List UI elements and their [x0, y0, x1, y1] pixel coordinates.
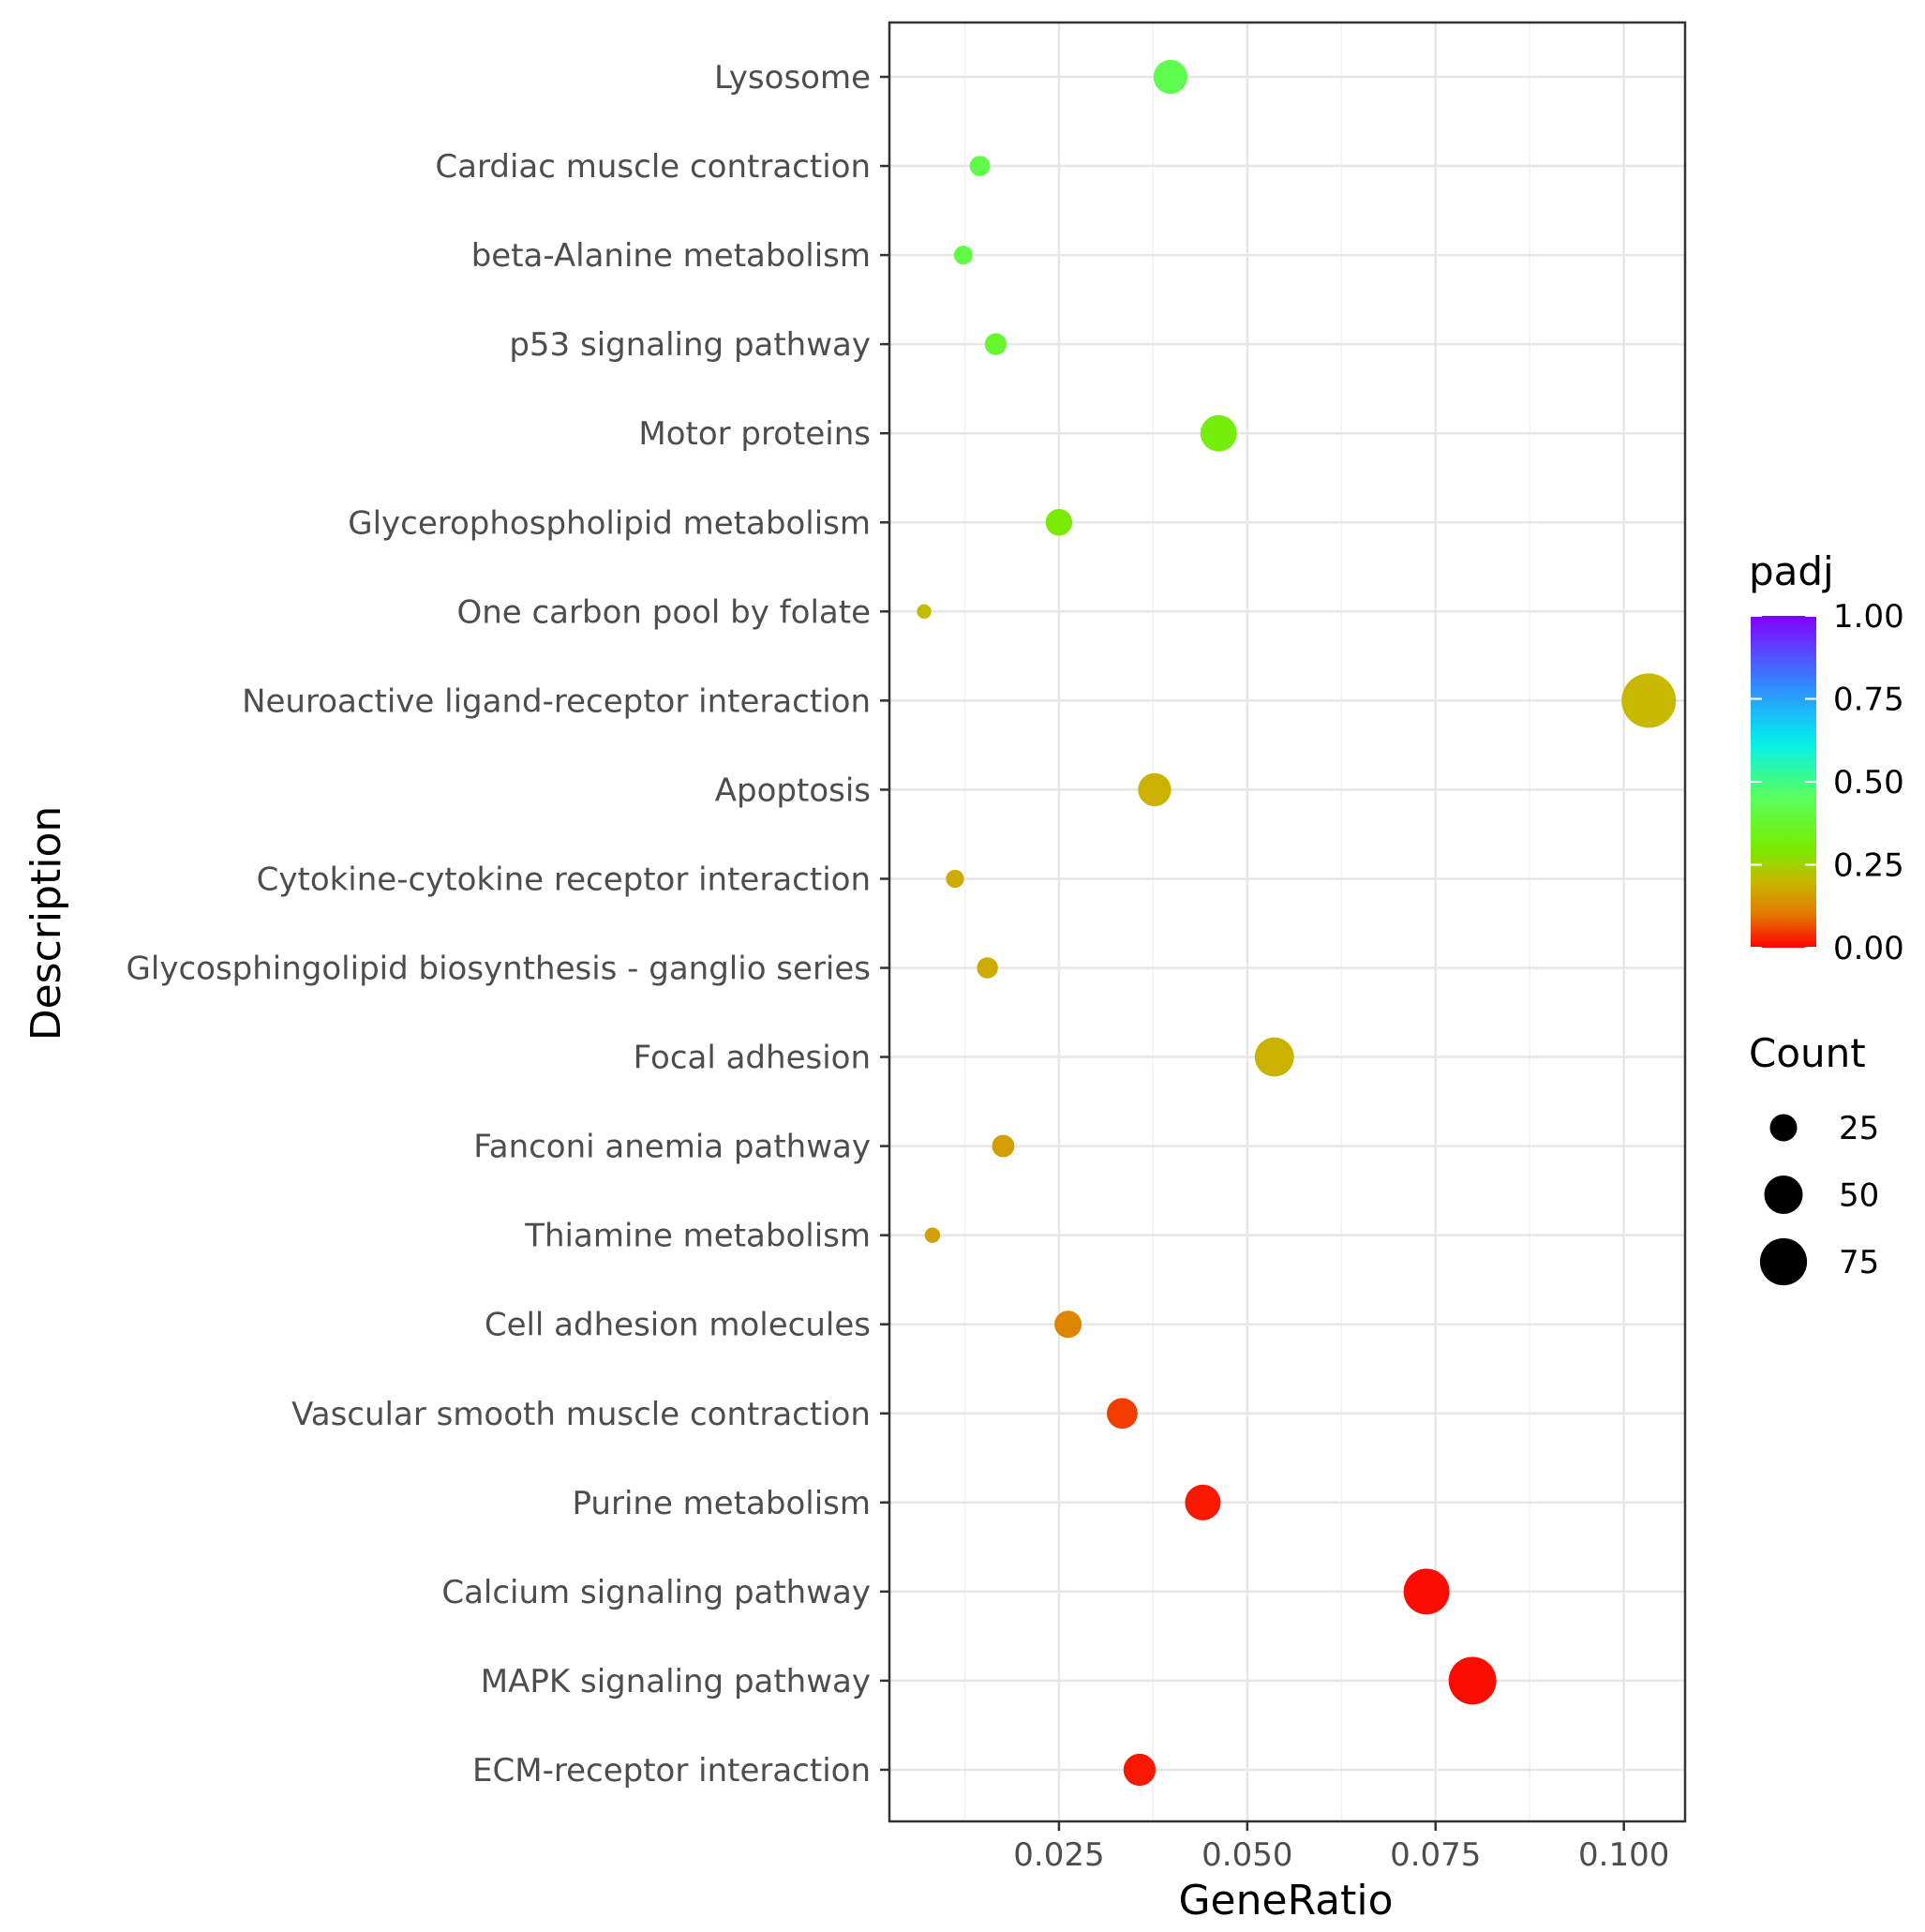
y-tick-label: Vascular smooth muscle contraction	[291, 1396, 871, 1433]
y-tick-label: beta-Alanine metabolism	[471, 237, 871, 275]
data-point	[1200, 414, 1237, 452]
size-legend-dot	[1759, 1237, 1808, 1286]
y-tick-label: One carbon pool by folate	[456, 593, 871, 631]
data-point	[1254, 1037, 1294, 1077]
data-point	[1621, 673, 1677, 728]
data-points	[917, 59, 1677, 1787]
data-point	[1107, 1398, 1138, 1430]
data-point	[992, 1134, 1015, 1158]
y-tick-label: ECM-receptor interaction	[472, 1752, 871, 1790]
y-tick-label: Focal adhesion	[634, 1040, 871, 1077]
x-axis-title: GeneRatio	[1178, 1877, 1393, 1925]
data-point	[1138, 772, 1171, 807]
colorbar-label: 0.00	[1833, 930, 1904, 967]
y-axis-title: Description	[22, 806, 70, 1041]
size-legend-label: 25	[1839, 1110, 1879, 1147]
colorbar-label: 0.50	[1833, 764, 1904, 801]
size-legend-dot	[1769, 1114, 1798, 1142]
data-point	[946, 869, 964, 889]
data-point	[924, 1227, 941, 1243]
y-tick-label: Glycosphingolipid biosynthesis - ganglio…	[127, 951, 871, 988]
data-point	[969, 156, 991, 176]
data-point	[984, 333, 1007, 355]
colorbar-label: 0.75	[1833, 681, 1904, 719]
data-point	[977, 957, 998, 979]
x-tick-label: 0.075	[1390, 1836, 1481, 1874]
x-tick-label: 0.025	[1013, 1836, 1104, 1874]
padj-color-legend: padj 1.00 0.75 0.50 0.25 0.00	[1749, 548, 1904, 967]
size-legend-label: 50	[1839, 1177, 1879, 1215]
y-tick-label: Motor proteins	[638, 415, 871, 453]
y-tick-label: Neuroactive ligand-receptor interaction	[242, 682, 871, 720]
x-tick-label: 0.050	[1201, 1836, 1292, 1874]
grid-lines	[889, 22, 1685, 1821]
data-point	[953, 246, 973, 265]
count-size-legend: Count 25 50 75	[1749, 1030, 1879, 1286]
data-point	[1448, 1656, 1497, 1705]
y-tick-label: Purine metabolism	[573, 1485, 871, 1522]
y-tick-label: p53 signaling pathway	[509, 326, 871, 364]
x-tick-label: 0.100	[1578, 1836, 1669, 1874]
y-tick-label: Apoptosis	[715, 771, 871, 809]
size-legend-title: Count	[1749, 1030, 1866, 1076]
data-point	[1403, 1568, 1450, 1615]
y-axis: Lysosome Cardiac muscle contraction beta-A…	[127, 59, 889, 1790]
plot-panel-border	[888, 21, 1687, 1823]
data-point	[1185, 1484, 1221, 1520]
x-axis: 0.025 0.050 0.075 0.100	[1013, 1821, 1669, 1874]
colorbar-label: 0.25	[1833, 847, 1904, 885]
data-point	[1153, 59, 1187, 95]
data-point	[1054, 1310, 1082, 1339]
y-tick-label: Thiamine metabolism	[524, 1218, 871, 1255]
data-point	[1045, 509, 1073, 536]
size-legend-label: 75	[1839, 1244, 1879, 1281]
data-point	[917, 604, 932, 619]
data-point	[1123, 1753, 1156, 1787]
y-tick-label: Cell adhesion molecules	[485, 1307, 871, 1344]
plot-background	[889, 22, 1685, 1821]
y-tick-label: Cardiac muscle contraction	[435, 148, 871, 186]
y-tick-label: Fanconi anemia pathway	[473, 1129, 871, 1166]
y-tick-label: Cytokine-cytokine receptor interaction	[257, 861, 871, 898]
y-tick-label: Glycerophospholipid metabolism	[348, 504, 871, 542]
y-tick-label: Lysosome	[714, 59, 871, 97]
y-tick-label: MAPK signaling pathway	[481, 1663, 871, 1700]
size-legend-dot	[1764, 1175, 1803, 1215]
y-tick-label: Calcium signaling pathway	[441, 1574, 871, 1611]
color-legend-title: padj	[1749, 548, 1834, 594]
colorbar-label: 1.00	[1833, 598, 1904, 636]
